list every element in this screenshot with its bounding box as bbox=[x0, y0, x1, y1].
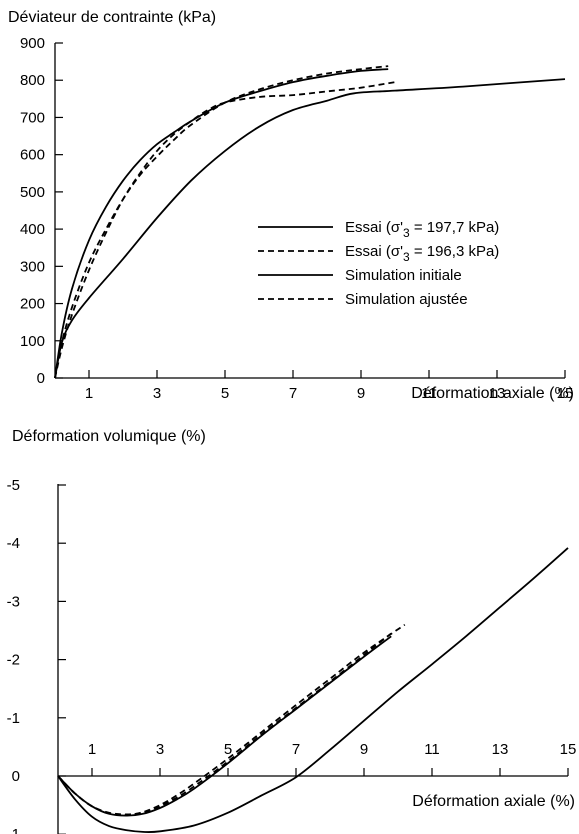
chart1-series-1-line bbox=[54, 68, 389, 379]
chart2-series-1-line bbox=[57, 635, 392, 817]
chart2-x-tick-label: 13 bbox=[492, 741, 509, 758]
chart1-x-tick-label: 5 bbox=[221, 385, 229, 402]
chart1-series-3-line bbox=[54, 78, 566, 379]
chart2-x-tick-label: 15 bbox=[560, 741, 577, 758]
stress-strain-chart: Déviateur de contrainte (kPa) Déformatio… bbox=[8, 9, 574, 402]
chart1-x-tick-label: 1 bbox=[85, 385, 93, 402]
chart1-x-tick-label: 11 bbox=[421, 385, 437, 402]
chart2-y-tick-label: -5 bbox=[7, 477, 20, 494]
chart2-x-tick-label: 9 bbox=[360, 741, 368, 758]
chart1-y-tick-label: 500 bbox=[20, 184, 45, 201]
chart1-y-tick-label: 300 bbox=[20, 258, 45, 275]
chart2-x-tick-label: 7 bbox=[292, 741, 300, 758]
volumetric-strain-chart: Déformation volumique (%) Déformation ax… bbox=[7, 428, 577, 834]
chart2-x-tick-label: 5 bbox=[224, 741, 232, 758]
chart2-y-tick-label: 1 bbox=[12, 826, 20, 834]
chart1-y-tick-label: 100 bbox=[20, 333, 45, 350]
legend-label-4: Simulation ajustée bbox=[345, 291, 468, 308]
chart1-y-tick-label: 600 bbox=[20, 147, 45, 164]
chart2-y-tick-label: -3 bbox=[7, 593, 20, 610]
chart2-y-tick-label: 0 bbox=[12, 768, 20, 785]
chart2-series-4-line bbox=[57, 623, 406, 816]
legend-label-2: Essai (σ'3 = 196,3 kPa) bbox=[345, 243, 499, 264]
legend-label-3: Simulation initiale bbox=[345, 267, 462, 284]
chart1-y-tick-label: 700 bbox=[20, 109, 45, 126]
chart1-series-2-line bbox=[54, 65, 389, 379]
chart1-x-axis-title: Déformation axiale (%) bbox=[411, 385, 574, 402]
chart1-y-tick-label: 800 bbox=[20, 72, 45, 89]
chart1-y-tick-label: 900 bbox=[20, 35, 45, 52]
chart1-series-4-line bbox=[54, 81, 396, 379]
chart2-y-tick-label: -2 bbox=[7, 652, 20, 669]
chart2-series-2-line bbox=[57, 632, 392, 816]
chart1-x-tick-label: 15 bbox=[557, 385, 574, 402]
chart2-y-tick-label: -1 bbox=[7, 710, 20, 727]
chart2-x-tick-label: 11 bbox=[424, 741, 440, 758]
chart1-y-tick-label: 0 bbox=[37, 370, 45, 387]
chart1-x-tick-label: 9 bbox=[357, 385, 365, 402]
chart1-legend: Essai (σ'3 = 197,7 kPa) Essai (σ'3 = 196,… bbox=[258, 219, 499, 308]
chart2-x-tick-label: 1 bbox=[88, 741, 96, 758]
chart1-x-tick-label: 3 bbox=[153, 385, 161, 402]
legend-label-1: Essai (σ'3 = 197,7 kPa) bbox=[345, 219, 499, 240]
chart2-y-axis-title: Déformation volumique (%) bbox=[12, 428, 206, 445]
chart1-y-axis-title: Déviateur de contrainte (kPa) bbox=[8, 9, 216, 26]
chart2-x-tick-label: 3 bbox=[156, 741, 164, 758]
chart1-x-tick-label: 13 bbox=[489, 385, 506, 402]
chart2-y-tick-label: -4 bbox=[7, 535, 20, 552]
chart2-series-3-line bbox=[57, 547, 569, 833]
chart1-x-tick-label: 7 bbox=[289, 385, 297, 402]
chart1-y-tick-label: 400 bbox=[20, 221, 45, 238]
chart2-x-axis-title: Déformation axiale (%) bbox=[412, 793, 575, 810]
chart1-y-tick-label: 200 bbox=[20, 296, 45, 313]
